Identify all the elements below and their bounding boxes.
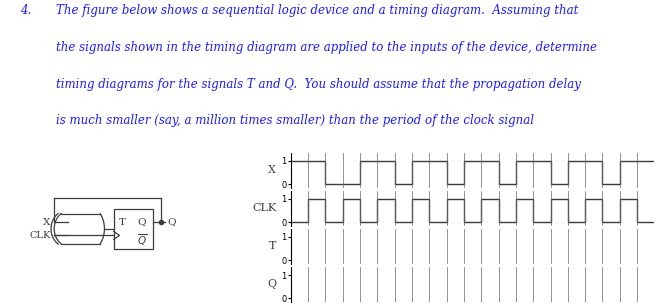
Text: T: T — [269, 241, 276, 251]
Bar — [114, 209, 153, 249]
Text: X: X — [268, 165, 276, 175]
Text: Q: Q — [137, 217, 145, 227]
Text: X: X — [43, 217, 50, 227]
Text: $\overline{Q}$: $\overline{Q}$ — [137, 232, 147, 248]
Text: CLK: CLK — [252, 203, 276, 213]
Text: the signals shown in the timing diagram are applied to the inputs of the device,: the signals shown in the timing diagram … — [56, 41, 597, 54]
Text: is much smaller (say, a million times smaller) than the period of the clock sign: is much smaller (say, a million times sm… — [56, 114, 534, 127]
Text: Q: Q — [167, 217, 176, 227]
Text: 4.: 4. — [20, 4, 31, 17]
Text: Q: Q — [267, 279, 276, 289]
Text: timing diagrams for the signals T and Q.  You should assume that the propagation: timing diagrams for the signals T and Q.… — [56, 77, 581, 91]
Text: The figure below shows a sequential logic device and a timing diagram.  Assuming: The figure below shows a sequential logi… — [56, 4, 578, 17]
Text: T: T — [118, 217, 126, 227]
Text: CLK: CLK — [29, 231, 50, 240]
